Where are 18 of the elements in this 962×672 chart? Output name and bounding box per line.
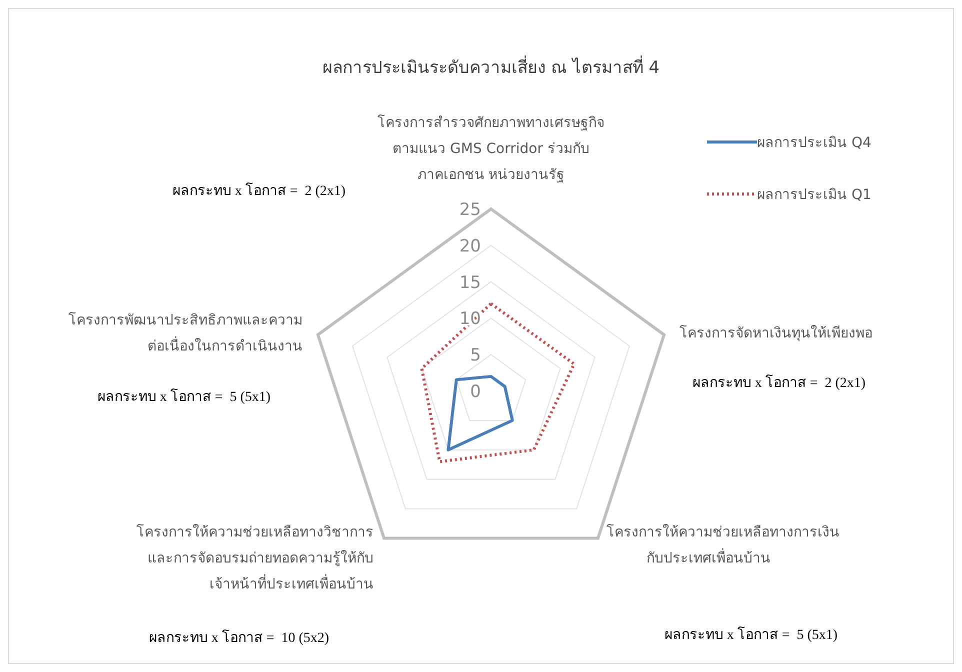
text: ผลกระทบ x โอกาส = 10 (5x2)	[148, 628, 330, 648]
y-tick-label: 20	[459, 236, 481, 256]
y-tick-label: 5	[470, 346, 481, 366]
legend-label: ผลการประเมิน Q1	[757, 186, 872, 205]
y-tick-label: 15	[459, 272, 481, 293]
spoke-label: โครงการพัฒนาประสิทธิภาพและความ ต่อเนื่องในการดำเนินงาน	[68, 311, 302, 354]
text: ผลกระทบ x โอกาส = 5 (5x1)	[663, 626, 839, 645]
text: ผลกระทบ x โอกาส = 2 (2x1)	[171, 182, 347, 201]
legend-label: ผลการประเมิน Q4	[757, 134, 872, 153]
spoke-label: โครงการสำรวจศักยภาพทางเศรษฐกิจ ตามแนว GMS Corridor ร่วมกับ ภาคเอกชน หน่วยงานรัฐ	[378, 114, 604, 183]
text: ผลกระทบ x โอกาส = 2 (2x1)	[691, 374, 867, 393]
y-tick-label: 0	[470, 382, 481, 402]
spoke-label: โครงการให้ความช่วยเหลือทางการเงิน กับประเทศเพื่อนบ้าน	[606, 524, 840, 567]
text: ผลกระทบ x โอกาส = 5 (5x1)	[96, 388, 272, 407]
spoke-label: โครงการจัดหาเงินทุนให้เพียงพอ	[680, 324, 873, 342]
chart-title: ผลการประเมินระดับความเสี่ยง ณ ไตรมาสที่ 4	[321, 54, 661, 80]
y-tick-label: 25	[459, 200, 481, 220]
spoke-label: โครงการให้ความช่วยเหลือทางวิชาการ และการจัดอบรมถ่ายทอดความรู้ให้กับ เจ้าหน้าที่ประเทศเพื่อนบ้าน	[136, 524, 374, 593]
